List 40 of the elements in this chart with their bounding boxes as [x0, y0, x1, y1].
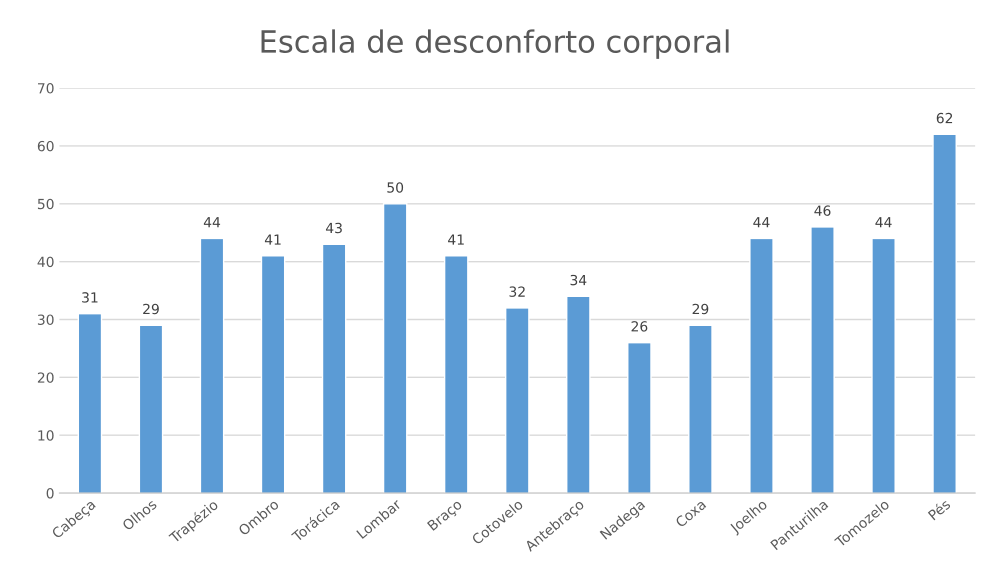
data-label: 29 — [692, 304, 708, 314]
y-tick-label: 0 — [46, 488, 54, 499]
data-label: 41 — [264, 234, 281, 245]
data-label: 31 — [82, 292, 98, 303]
data-label: 44 — [875, 217, 892, 228]
y-tick-label: 50 — [38, 198, 54, 210]
data-label: 41 — [448, 234, 464, 245]
y-tick-label: 10 — [38, 430, 54, 441]
y-tick-label: 30 — [38, 314, 54, 325]
data-label: 32 — [509, 286, 525, 297]
bar — [138, 324, 164, 494]
bar — [627, 342, 652, 494]
bar — [932, 134, 957, 494]
x-tick-label: Pés — [927, 498, 952, 521]
y-tick-label: 60 — [38, 140, 54, 152]
data-label: 29 — [143, 304, 159, 314]
bar — [688, 324, 713, 494]
y-tick-label: 40 — [38, 256, 54, 268]
bar — [382, 203, 408, 494]
data-label: 62 — [936, 112, 952, 124]
data-label: 26 — [632, 321, 648, 332]
bar — [444, 255, 469, 494]
bar — [504, 307, 530, 494]
data-label: 46 — [814, 205, 830, 216]
bar — [322, 244, 346, 494]
data-label: 44 — [753, 217, 770, 228]
data-label: 50 — [387, 182, 404, 193]
bar — [200, 238, 224, 494]
y-tick-label: 70 — [38, 83, 54, 94]
bar — [871, 238, 896, 494]
data-label: 44 — [204, 217, 220, 228]
bar — [260, 255, 286, 494]
bar — [810, 226, 835, 494]
bar — [78, 313, 102, 494]
bar — [566, 296, 591, 494]
bar — [749, 238, 774, 494]
data-label: 34 — [570, 274, 586, 286]
data-label: 43 — [326, 222, 342, 234]
y-tick-label: 20 — [38, 372, 54, 383]
chart-title: Escala de desconforto corporal — [262, 29, 729, 59]
